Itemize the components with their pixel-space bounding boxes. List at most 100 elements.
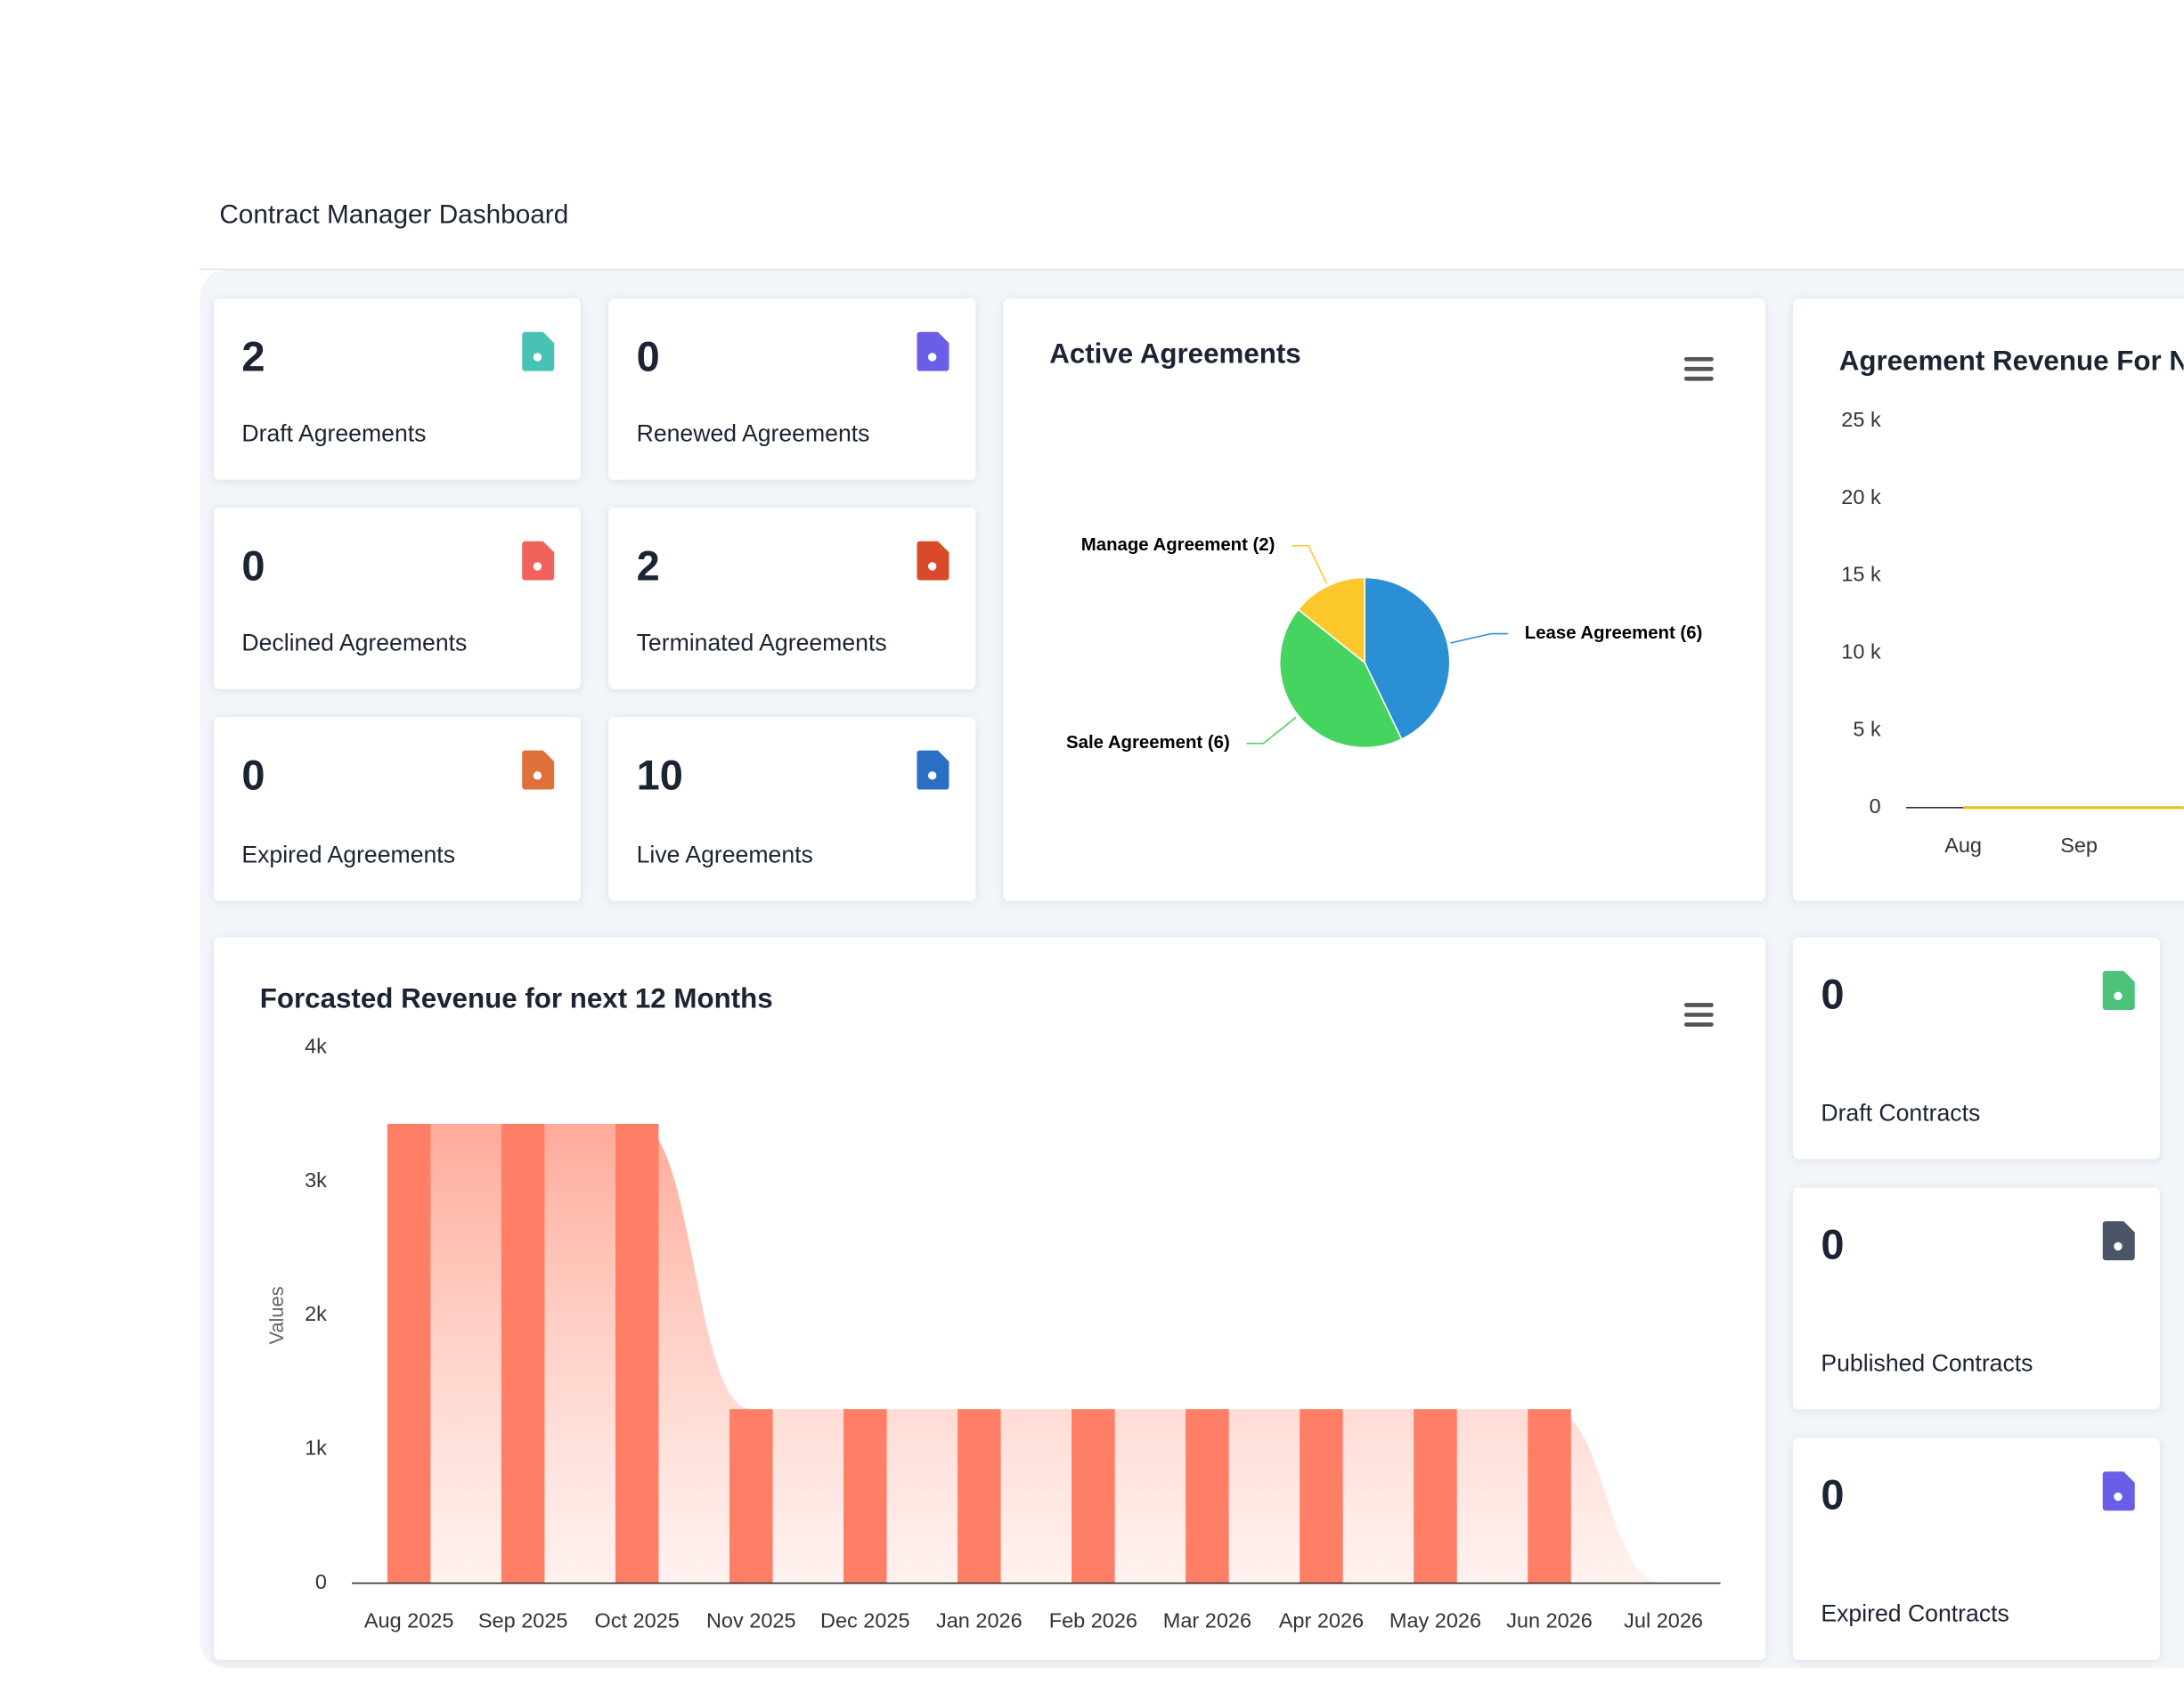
stat-value: 0 [1821,1220,1844,1267]
icon [917,331,949,371]
forecast-chart: Forcasted Revenue for next 12 Months Valu… [260,982,1721,1632]
icon-dot [927,771,937,780]
icon [917,750,949,790]
icon [522,541,555,581]
cards: 2 Draft Agreements 0 Renewed Agreements 0 Dec… [214,298,2160,1660]
y-tick-label: 1k [305,1437,327,1460]
stat-value: 0 [1821,970,1844,1017]
pie-slice [1364,576,1451,741]
stat-value: 2 [637,541,660,589]
bar [615,1123,659,1583]
pie-slice [1297,576,1365,664]
bar [1072,1409,1115,1583]
y-tick-label: 4k [305,1034,327,1057]
slice-label: Sale Agreement (6) [1066,733,1230,753]
area-series [409,1123,1664,1583]
pie-chart: Active Agreements Lease Agreement (6) Sale… [1049,338,1702,753]
stat-label: Expired Agreements [241,842,455,868]
stat-card [608,717,976,901]
menu-icon[interactable] [1683,356,1714,381]
icon-dot [927,353,937,362]
icon-dot [2114,1241,2123,1251]
stat-card [608,508,976,689]
bar [1414,1409,1457,1583]
y-tick-label: 20 k [1841,485,1881,509]
icon-dot [533,771,542,780]
y-tick-label: 25 k [1841,408,1881,431]
bar [1300,1409,1343,1583]
page-title: Contract Manager Dashboard [219,200,568,230]
pie-slice [1278,608,1403,749]
stat-label: Terminated Agreements [637,630,887,656]
x-tick-label: Dec 2025 [820,1609,910,1632]
x-tick-label: May 2026 [1389,1609,1481,1632]
x-tick-label: Aug [1944,834,1982,857]
y-tick-label: 10 k [1841,640,1881,663]
icon [917,541,949,581]
stat-label: Renewed Agreements [637,420,870,447]
stat-card [1793,1187,2160,1410]
stat-value: 0 [1821,1471,1844,1518]
stat-label: Live Agreements [637,842,813,868]
bar [1528,1409,1571,1583]
stat-card [214,717,581,901]
x-tick-label: Apr 2026 [1279,1609,1364,1632]
stat-value: 0 [241,541,265,589]
leader-line [1246,716,1297,745]
x-tick-label: Feb 2026 [1049,1609,1137,1632]
y-tick-label: 5 k [1853,717,1881,740]
x-tick-label: Sep 2025 [478,1609,568,1632]
chart-title: Active Agreements [1049,338,1301,370]
y-axis-title: Values [265,1286,288,1344]
stat-card [1793,1437,2160,1660]
y-tick-label: 3k [305,1168,327,1192]
slice-label: Lease Agreement (6) [1525,623,1703,643]
stat-label: Draft Contracts [1821,1099,1980,1126]
stat-card [214,508,581,689]
x-tick-label: Jan 2026 [936,1609,1023,1632]
y-tick-label: 0 [315,1570,327,1593]
x-tick-label: Aug 2025 [364,1609,454,1632]
x-tick-label: Jul 2026 [1624,1609,1703,1632]
stat-value: 10 [637,751,683,798]
revenue-chart: Agreement Revenue For N 0 5 k 10 k 15 k 20 k 2… [1839,345,2184,857]
x-tick-label: Nov 2025 [706,1609,796,1632]
revenue-card [1793,298,2184,901]
stat-value: 0 [637,332,660,379]
x-tick-label: Mar 2026 [1163,1609,1251,1632]
chart-title: Agreement Revenue For N [1839,345,2184,376]
stat-value: 2 [241,332,265,379]
icon [2102,1471,2135,1511]
stat-card [214,298,581,480]
icon [522,750,555,790]
bar [729,1409,773,1583]
menu-icon[interactable] [1683,1003,1714,1027]
x-tick-label: Sep [2060,834,2098,857]
stat-card [1793,937,2160,1160]
bar [387,1123,431,1583]
icon [2102,1221,2135,1261]
icon-dot [2114,991,2123,1000]
leader-line [1450,632,1509,644]
icon-dot [533,562,542,571]
stat-label: Declined Agreements [241,630,467,656]
stat-value: 0 [241,751,265,798]
slice-label: Manage Agreement (2) [1081,535,1275,555]
icon-dot [533,353,542,362]
bar [1186,1409,1229,1583]
stat-label: Draft Agreements [241,420,426,447]
stat-label: Expired Contracts [1821,1600,2009,1627]
bar [501,1123,545,1583]
bar [843,1409,887,1583]
chart-title: Forcasted Revenue for next 12 Months [260,982,773,1013]
icon-dot [927,562,937,571]
icon [2102,971,2135,1010]
x-tick-label: Jun 2026 [1506,1609,1593,1632]
y-tick-label: 15 k [1841,563,1881,586]
icon [522,331,555,371]
y-tick-label: 0 [1870,794,1881,818]
icon-dot [2114,1492,2123,1502]
y-tick-label: 2k [305,1302,327,1325]
